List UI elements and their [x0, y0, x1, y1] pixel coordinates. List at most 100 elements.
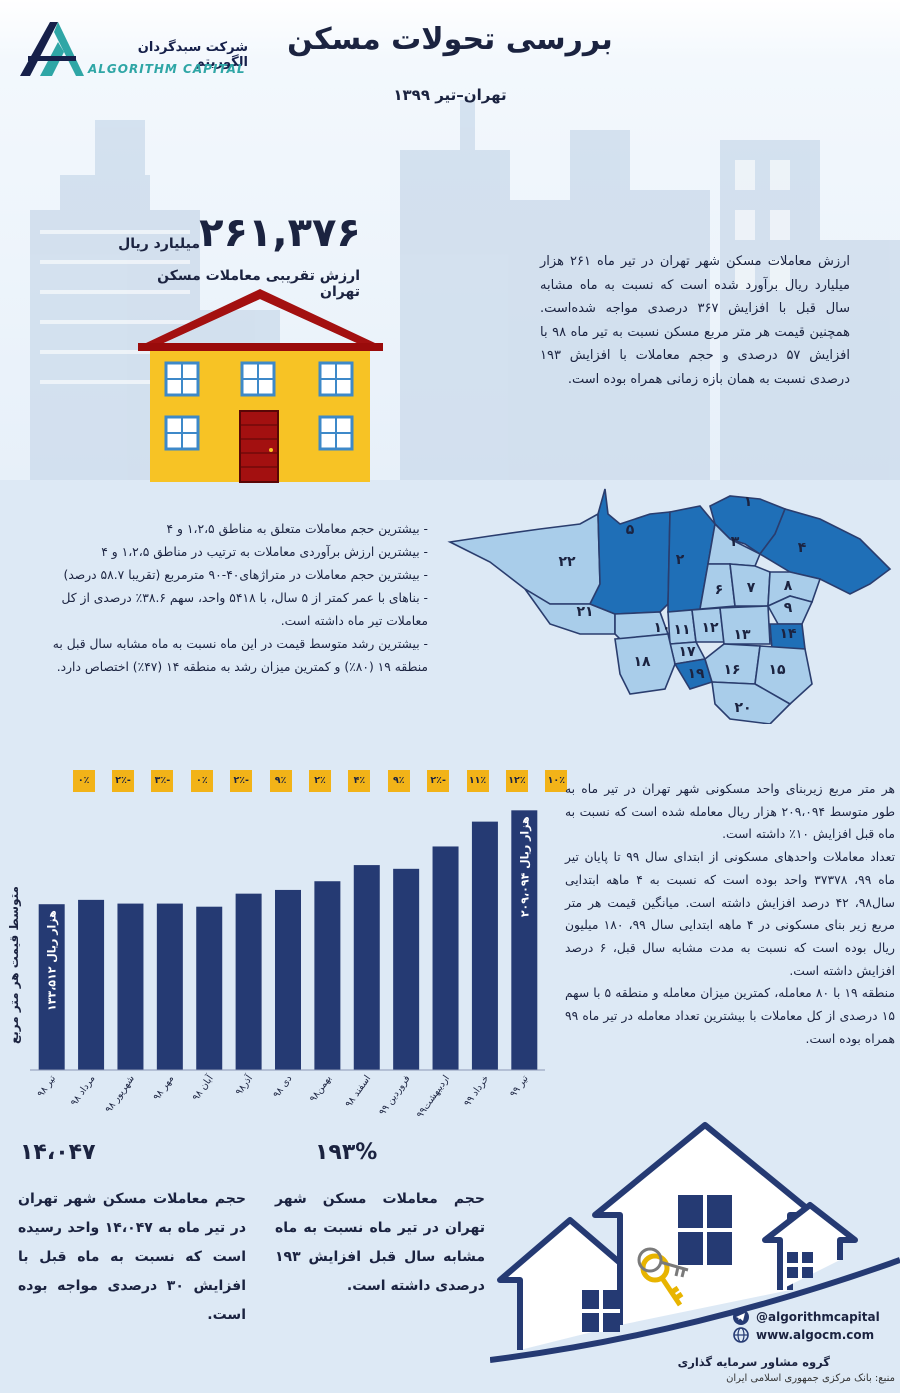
- price-analysis-sentence: هر متر مربع زیربنای واحد مسکونی شهر تهرا…: [565, 782, 895, 842]
- price-analysis-sentence: منطقه ۱۹ با ۸۰ معامله، کمترین میزان معام…: [565, 986, 895, 1046]
- key-point: - بیشترین ارزش برآوردی معاملات به ترتیب …: [101, 545, 428, 559]
- house-illustration: [138, 289, 383, 483]
- price-per-sqm-bar-chart: متوسط قیمت هر متر مربع ۱۳۳،۵۱۲ هزار ریال…: [7, 810, 545, 1120]
- chart-x-tick-label: اسفند ۹۸: [343, 1073, 373, 1109]
- monthly-change-badge: ۹٪: [387, 770, 410, 792]
- chart-bar: [235, 893, 262, 1070]
- stat-yoy-value: ۱۹۳%: [315, 1140, 378, 1165]
- map-region-label: ۲۱: [576, 604, 593, 620]
- chart-x-tick-label: مهر ۹۸: [151, 1073, 176, 1102]
- key-point: - بیشترین حجم معاملات متعلق به مناطق ۱،۲…: [166, 522, 428, 536]
- map-region-label: ۷: [747, 580, 756, 596]
- key-points-list: - بیشترین حجم معاملات متعلق به مناطق ۱،۲…: [20, 518, 428, 679]
- map-region-label: ۱۲: [701, 620, 719, 636]
- chart-x-tick-label: آذر۹۸: [232, 1072, 255, 1098]
- monthly-change-badge: ۳٪-: [151, 770, 174, 792]
- map-region-18: [614, 633, 676, 695]
- map-region-13: [766, 595, 814, 625]
- map-region-20: [711, 681, 792, 724]
- map-region-label: ۸: [784, 578, 793, 594]
- price-analysis-sentence: تعداد معاملات واحدهای مسکونی از ابتدای س…: [565, 850, 895, 978]
- chart-x-tick-label: دی ۹۸: [271, 1073, 294, 1100]
- map-region-12: [719, 605, 771, 645]
- chart-x-tick-label: مرداد ۹۸: [69, 1073, 98, 1108]
- map-region-label: ۲۲: [558, 554, 576, 570]
- page-subtitle: تهران–تیر ۱۳۹۹: [393, 86, 507, 104]
- map-region-label: ۳: [731, 534, 740, 550]
- chart-bar: [275, 889, 301, 1070]
- page-title: بررسی تحولات مسکن: [287, 22, 613, 57]
- map-region-label: ۴: [798, 540, 807, 556]
- chart-bar: [156, 903, 183, 1070]
- monthly-change-badge: ۲٪-: [427, 770, 450, 792]
- headline-unit: میلیارد ریال: [118, 236, 200, 252]
- houses-with-keys-illustration: [490, 1122, 900, 1363]
- price-analysis-paragraph: هر متر مربع زیربنای واحد مسکونی شهر تهرا…: [565, 778, 895, 1050]
- headline-caption: ارزش تقریبی معاملات مسکن تهران: [157, 268, 360, 300]
- map-region-label: ۲۰: [734, 700, 751, 716]
- chart-x-tick-label: تیر ۹۸: [35, 1073, 58, 1099]
- monthly-change-badge: ۱۱٪: [466, 770, 489, 792]
- map-region-label: ۱۳: [733, 627, 751, 643]
- chart-x-tick-label: فروردین ۹۹: [377, 1073, 413, 1117]
- key-point: - بیشترین حجم معاملات در متراژهای۴۰-۹۰ م…: [63, 568, 428, 582]
- monthly-change-badge: ۰٪: [190, 770, 213, 792]
- chart-data-label: ۲۰۹،۰۹۴ هزار ریال: [518, 816, 531, 917]
- monthly-change-badge: ۱۰٪: [545, 770, 568, 792]
- stat-volume-value: ۱۴،۰۴۷: [20, 1140, 96, 1165]
- map-region-label: ۱۰: [653, 620, 670, 636]
- monthly-change-badge: ۲٪: [309, 770, 331, 792]
- monthly-change-badge: ۱۲٪: [505, 770, 528, 792]
- key-point: - بیشترین رشد متوسط قیمت در این ماه نسبت…: [52, 637, 428, 674]
- chart-bar: [393, 868, 420, 1070]
- key-point: - بناهای با عمر کمتر از ۵ سال، با ۵۴۱۸ و…: [61, 591, 428, 628]
- keys-icon: [637, 1247, 689, 1307]
- algorithm-capital-logo: [20, 22, 84, 76]
- stat-yoy-text: حجم معاملات مسکن شهر تهران در تیر ماه نس…: [275, 1191, 485, 1294]
- chart-bar: [38, 904, 65, 1070]
- logo-company-name-en: ALGORITHM CAPITAL: [88, 62, 246, 76]
- chart-x-tick-label: شهریور ۹۸: [103, 1073, 137, 1115]
- chart-data-label: ۱۳۳،۵۱۲ هزار ریال: [46, 910, 59, 1011]
- monthly-change-badge: ۲٪-: [112, 770, 135, 792]
- chart-bar: [78, 899, 105, 1070]
- logo-company-name-fa: شرکت سبدگردان الگوریتم: [137, 40, 248, 70]
- map-region-label: ۱۱: [673, 622, 690, 638]
- map-region-label: ۱۵: [768, 662, 786, 678]
- chart-y-axis-label: متوسط قیمت هر متر مربع: [7, 886, 22, 1044]
- map-region-label: ۱: [744, 494, 753, 510]
- monthly-change-badge: ۲٪-: [230, 770, 253, 792]
- map-region-label: ۱۸: [633, 654, 651, 670]
- map-region-label: ۱۷: [678, 644, 696, 660]
- chart-bar: [353, 865, 380, 1070]
- chart-x-tick-label: اردیبهشت۹۹: [415, 1073, 452, 1120]
- chart-x-tick-label: تیر ۹۹: [508, 1073, 531, 1099]
- monthly-change-badge: ۹٪: [269, 770, 292, 792]
- map-region-label: ۵: [626, 522, 635, 538]
- chart-bar: [471, 821, 498, 1070]
- monthly-change-badge: ۰٪: [72, 770, 95, 792]
- chart-bar: [196, 906, 223, 1070]
- chart-x-tick-label: بهمن۹۸: [308, 1073, 334, 1104]
- chart-bar: [511, 810, 538, 1070]
- footer-group-name: گروه مشاور سرمایه گذاری: [677, 1355, 830, 1369]
- monthly-change-badge: ۴٪: [348, 770, 371, 792]
- footer-source: منبع: بانک مرکزی جمهوری اسلامی ایران: [726, 1373, 895, 1384]
- intro-paragraph: ارزش معاملات مسکن شهر تهران در تیر ماه ۲…: [540, 254, 850, 387]
- map-region-label: ۲: [676, 552, 685, 568]
- monthly-change-row: ۰٪ ۲٪- ۳٪- ۰٪ ۲٪- ۹٪ ۲٪ ۴٪ ۹٪ ۲٪- ۱۱٪ ۱۲٪ ۱۰٪: [30, 770, 568, 794]
- stat-volume-text: حجم معاملات مسکن شهر تهران در تیر ماه به…: [18, 1191, 246, 1323]
- map-region-label: ۱۶: [723, 662, 740, 678]
- telegram-handle[interactable]: @algorithmcapital: [756, 1310, 880, 1324]
- map-region-label: ۱۴: [779, 626, 797, 642]
- chart-bar: [314, 881, 341, 1070]
- website-link[interactable]: www.algocm.com: [756, 1328, 875, 1342]
- chart-bar: [117, 903, 144, 1070]
- chart-bar: [432, 846, 459, 1070]
- chart-x-tick-label: آبان ۹۸: [189, 1072, 216, 1103]
- globe-icon: [733, 1327, 749, 1343]
- chart-x-tick-label: خرداد ۹۹: [462, 1073, 491, 1108]
- map-region-22: [447, 512, 601, 605]
- map-region-label: ۶: [715, 582, 724, 598]
- telegram-icon: [733, 1309, 749, 1325]
